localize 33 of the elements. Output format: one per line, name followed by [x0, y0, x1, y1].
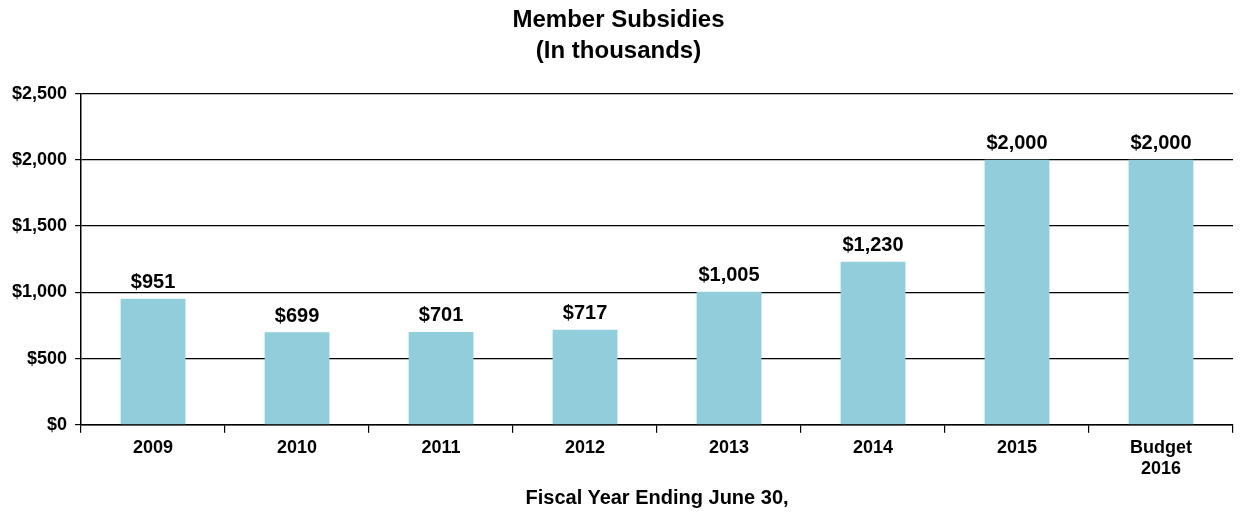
- data-label: $701: [418, 303, 464, 326]
- bar: [552, 329, 618, 425]
- bar: [1128, 159, 1194, 425]
- y-tick-label: $2,000: [11, 148, 68, 169]
- data-label: $951: [130, 270, 176, 293]
- bar: [120, 298, 186, 425]
- y-tick-label: $0: [47, 413, 68, 434]
- y-tick-label: $2,500: [11, 82, 68, 103]
- bar: [984, 159, 1050, 425]
- y-tick-label: $1,500: [11, 215, 68, 236]
- x-tick-label: 2015: [996, 436, 1038, 457]
- data-label: $717: [562, 301, 608, 324]
- x-tick-label: 2010: [277, 436, 318, 457]
- bar: [264, 332, 330, 425]
- bar: [408, 331, 474, 425]
- bar: [696, 291, 762, 425]
- data-label: $1,005: [698, 263, 760, 286]
- x-tick-label: 2009: [133, 436, 174, 457]
- y-tick-label: $1,000: [11, 281, 68, 302]
- x-tick-label: 2014: [852, 436, 894, 457]
- data-label: $2,000: [1130, 131, 1192, 154]
- bar: [840, 261, 906, 425]
- x-tick-label: 2011: [421, 436, 461, 457]
- y-tick-label: $500: [27, 347, 68, 368]
- data-label: $2,000: [986, 131, 1048, 154]
- data-label: $699: [274, 303, 320, 326]
- x-tick-label: 2013: [709, 436, 750, 457]
- x-tick-label: 2012: [565, 436, 606, 457]
- x-tick-label: Budget 2016: [1130, 436, 1192, 479]
- x-axis-title: Fiscal Year Ending June 30,: [525, 485, 789, 508]
- chart-title: Member Subsidies: [512, 5, 725, 33]
- data-label: $1,230: [842, 233, 904, 256]
- chart-subtitle: (In thousands): [535, 35, 702, 63]
